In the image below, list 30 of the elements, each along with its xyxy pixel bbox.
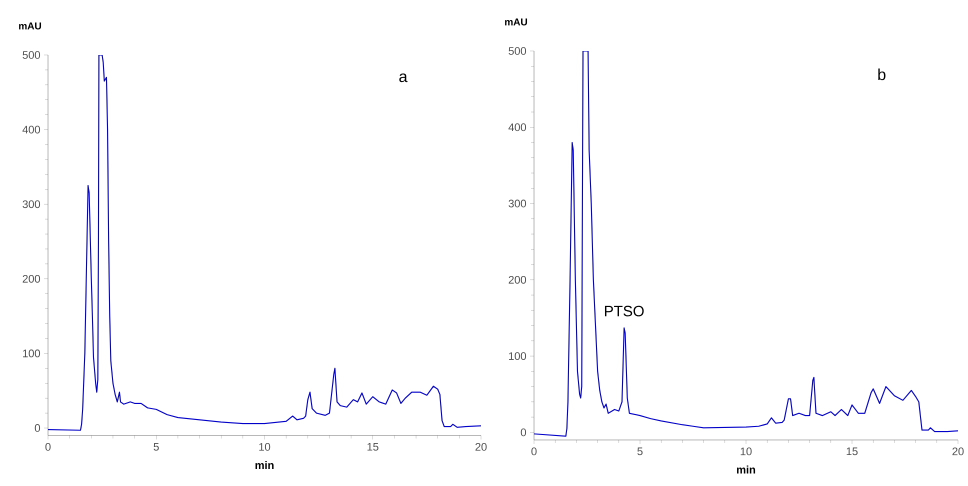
y-axis-title: mAU bbox=[505, 18, 528, 26]
x-tick-label: 20 bbox=[475, 443, 487, 451]
y-tick-label: 400 bbox=[22, 126, 40, 134]
y-tick-label: 400 bbox=[508, 123, 526, 132]
x-tick-label: 10 bbox=[740, 448, 752, 456]
y-tick-label: 300 bbox=[508, 200, 526, 208]
y-tick-label: 500 bbox=[508, 47, 526, 55]
x-tick-label: 0 bbox=[45, 443, 51, 451]
annotation: b bbox=[878, 68, 886, 80]
annotation: PTSO bbox=[604, 306, 644, 316]
y-tick-label: 200 bbox=[22, 274, 40, 283]
y-tick-label: 300 bbox=[22, 200, 40, 208]
x-axis-title: min bbox=[255, 461, 274, 469]
annotation: a bbox=[399, 73, 408, 82]
y-tick-label: 0 bbox=[34, 424, 40, 432]
x-tick-label: 20 bbox=[952, 448, 964, 456]
y-tick-label: 500 bbox=[22, 51, 40, 59]
y-tick-label: 200 bbox=[508, 276, 526, 284]
x-tick-label: 15 bbox=[367, 443, 378, 451]
x-tick-label: 10 bbox=[259, 443, 270, 451]
x-tick-label: 5 bbox=[154, 443, 159, 451]
x-axis-title: min bbox=[736, 466, 756, 474]
line-series bbox=[48, 54, 482, 431]
x-tick-label: 0 bbox=[531, 448, 537, 456]
x-tick-label: 5 bbox=[637, 448, 643, 456]
y-axis-title: mAU bbox=[19, 22, 42, 30]
y-tick-label: 0 bbox=[520, 428, 526, 436]
x-tick-label: 15 bbox=[846, 448, 858, 456]
y-tick-label: 100 bbox=[23, 350, 40, 358]
y-tick-label: 100 bbox=[509, 352, 526, 360]
